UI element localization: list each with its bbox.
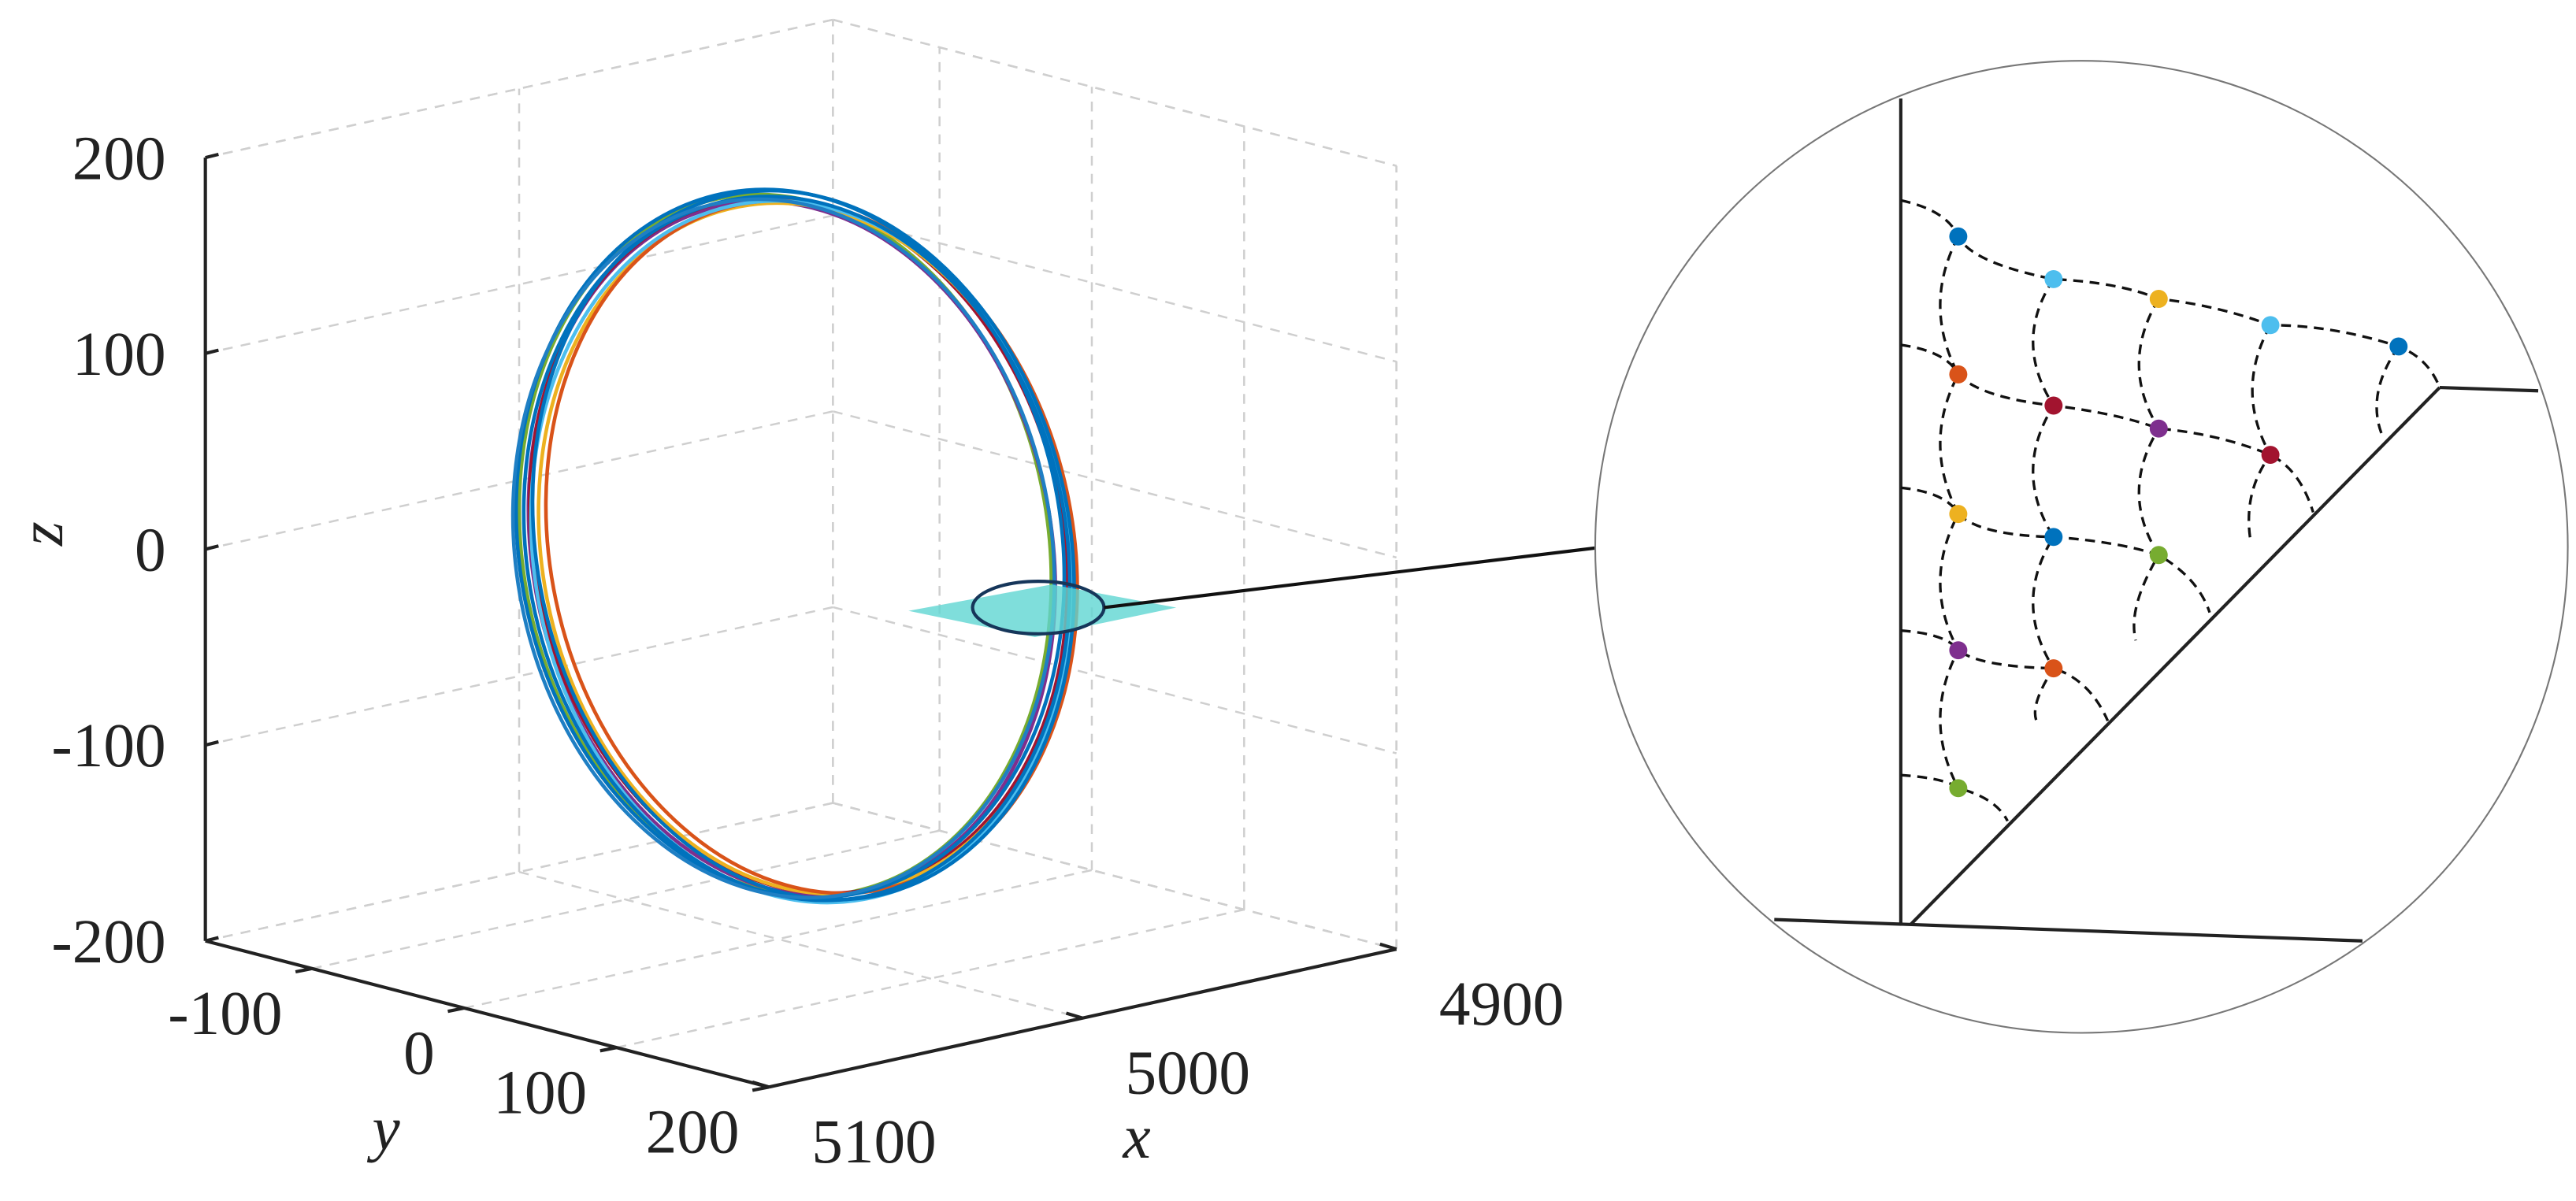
x-tick — [1379, 942, 1397, 951]
grid-line — [205, 18, 833, 159]
grid — [204, 18, 1397, 1088]
z-tick-label: 0 — [135, 516, 166, 585]
y-axis — [205, 939, 770, 1089]
wall — [1774, 917, 2363, 943]
orbit — [517, 192, 1053, 898]
orbit — [522, 195, 1072, 903]
y-tick — [599, 1046, 618, 1053]
y-tick-label: 200 — [646, 1098, 740, 1167]
y-tick-label: -100 — [168, 979, 282, 1048]
x-tick-label: 4900 — [1439, 969, 1564, 1039]
x-axis-label: x — [1123, 1103, 1151, 1172]
grid-line — [833, 606, 1397, 754]
z-tick — [205, 740, 219, 747]
orbit — [529, 198, 1075, 905]
z-tick-label: -100 — [51, 711, 165, 780]
zoom-connector — [1104, 545, 1605, 610]
y-tick-label: 0 — [403, 1018, 435, 1088]
z-tick — [205, 152, 219, 160]
wall — [2439, 385, 2539, 393]
wall — [1909, 386, 2441, 926]
grid-line — [833, 18, 1397, 167]
z-tick — [205, 348, 219, 355]
zoom-view — [1594, 60, 2569, 1034]
orbit — [514, 187, 1067, 900]
grid-line — [833, 410, 1397, 559]
grid-line — [518, 870, 1083, 1019]
orbits — [510, 187, 1079, 905]
x-tick-label: 5000 — [1126, 1039, 1250, 1108]
x-tick — [1065, 1011, 1083, 1020]
orbit — [510, 197, 1056, 900]
x-tick-label: 5100 — [811, 1107, 936, 1177]
x-tick — [752, 1081, 770, 1089]
z-axis-label: z — [7, 521, 76, 547]
y-tick — [295, 966, 313, 974]
y-axis-label: y — [366, 1095, 400, 1164]
z-tick — [205, 544, 219, 551]
z-tick-label: 100 — [72, 320, 166, 389]
y-tick — [447, 1006, 465, 1014]
z-tick-label: -200 — [51, 907, 165, 977]
y-tick-label: 100 — [493, 1058, 587, 1128]
zoom-circle — [1594, 60, 2569, 1034]
grid-line — [833, 802, 1397, 951]
orbit — [536, 201, 1074, 896]
section-plane — [908, 584, 1177, 637]
mesh-nodes — [1949, 227, 2408, 798]
orbit — [544, 198, 1079, 895]
z-tick-label: 200 — [72, 124, 166, 193]
orbit — [530, 188, 1076, 902]
z-tick — [205, 936, 219, 943]
grid-line — [833, 214, 1397, 363]
